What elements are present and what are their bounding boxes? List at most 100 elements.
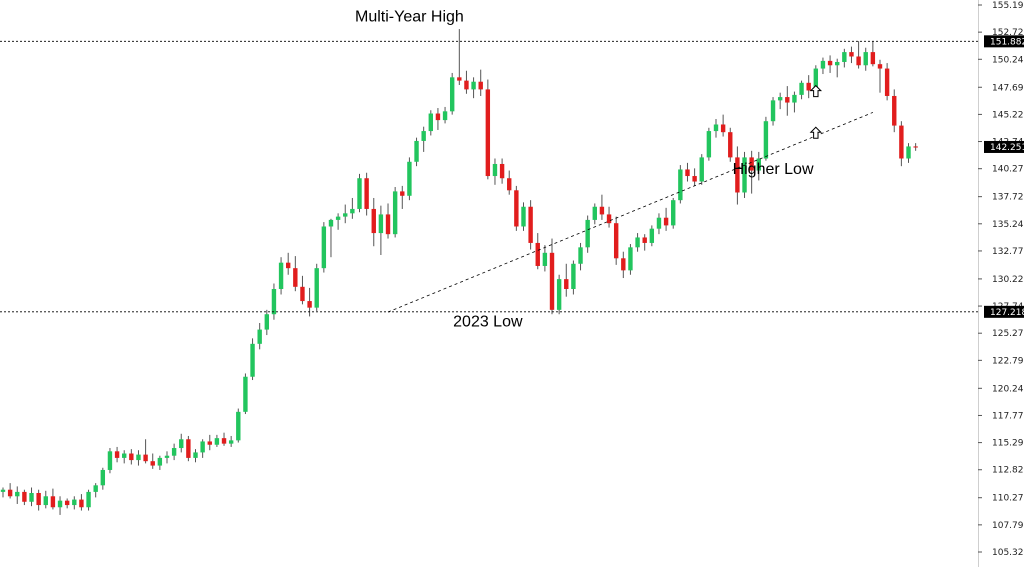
candle	[193, 449, 198, 463]
candle	[678, 165, 683, 204]
candle	[621, 251, 626, 279]
candle	[186, 435, 191, 462]
candle-body	[86, 491, 91, 508]
candle	[122, 450, 127, 464]
candle	[136, 450, 141, 466]
candle	[528, 200, 533, 250]
candle	[728, 127, 733, 162]
candle-body	[164, 455, 170, 458]
candle-body	[856, 56, 861, 66]
candle	[628, 244, 633, 275]
candle	[250, 338, 255, 381]
candle	[785, 86, 790, 116]
candle-body	[585, 219, 590, 248]
axis-tick-label: 130.220	[992, 275, 1024, 285]
candle	[57, 496, 63, 515]
candle	[293, 256, 298, 292]
candle	[856, 41, 861, 69]
candle-body	[642, 237, 647, 243]
candle	[371, 197, 376, 247]
axis-tick-label: 155.195	[992, 1, 1024, 11]
level-price-label: 127.218	[990, 308, 1024, 318]
candle-body	[64, 500, 70, 506]
axis-tick-label: 135.245	[992, 220, 1024, 230]
candle-body	[36, 492, 41, 506]
candle	[535, 233, 540, 270]
axis-tick-label: 105.320	[992, 548, 1024, 558]
candle	[0, 487, 6, 498]
2023-low-label: 2023 Low	[453, 313, 523, 330]
candle	[271, 283, 277, 320]
candle-body	[157, 457, 163, 466]
candle	[692, 168, 697, 186]
candle	[171, 443, 177, 461]
multi-year-high-label: Multi-Year High	[355, 8, 464, 25]
candle-body	[884, 68, 890, 96]
candle-body	[243, 376, 248, 412]
candle	[414, 137, 419, 167]
candle	[407, 157, 412, 201]
candle	[735, 146, 740, 205]
candle-body	[264, 314, 270, 330]
candle	[200, 439, 205, 458]
candle-body	[735, 157, 740, 193]
candle-body	[599, 206, 605, 215]
axis-tick-label: 115.295	[992, 439, 1024, 449]
candle	[763, 116, 769, 161]
candle-body	[656, 217, 662, 229]
candle	[578, 242, 583, 271]
candle-body	[699, 157, 704, 182]
candle-body	[350, 208, 355, 214]
candle	[877, 59, 883, 93]
candle-body	[257, 329, 262, 344]
candle-body	[50, 496, 56, 508]
candle	[471, 77, 476, 99]
candle	[906, 143, 911, 163]
candle	[157, 455, 163, 470]
candle-body	[22, 491, 27, 502]
candle-body	[328, 219, 334, 227]
candle-body	[421, 131, 426, 141]
candle-body	[471, 81, 476, 90]
candle-body	[214, 438, 220, 445]
candle-body	[378, 214, 384, 234]
candle-body	[692, 176, 697, 182]
candle	[43, 490, 48, 509]
candle-body	[906, 146, 911, 159]
candle	[820, 57, 826, 75]
candle-body	[307, 301, 312, 308]
candle	[799, 80, 804, 100]
candle-body	[357, 178, 362, 209]
axis-tick-label: 132.770	[992, 247, 1024, 257]
candle-body	[0, 489, 6, 492]
candle	[257, 323, 262, 350]
candle-body	[15, 491, 20, 497]
candle	[571, 260, 576, 295]
candle	[364, 172, 369, 216]
candle-body	[72, 499, 77, 506]
candle	[428, 110, 433, 136]
candle-body	[671, 200, 676, 226]
candle-body	[129, 453, 134, 461]
candle-body	[392, 191, 398, 235]
candle-body	[364, 178, 369, 209]
candle-body	[278, 262, 284, 290]
candle-body	[499, 163, 505, 179]
candle	[671, 197, 676, 229]
axis-tick-label: 140.270	[992, 165, 1024, 175]
candle	[720, 114, 726, 137]
candle	[164, 451, 170, 464]
candle-body	[43, 496, 48, 506]
candle-body	[435, 113, 441, 121]
candle-body	[186, 439, 191, 458]
candle-body	[136, 454, 141, 461]
trendline-layer	[387, 112, 874, 313]
candle	[29, 487, 34, 507]
axis-tick-label: 150.245	[992, 55, 1024, 65]
candle	[264, 309, 270, 336]
candle	[514, 185, 519, 231]
candle-body	[720, 124, 726, 133]
candle-body	[556, 279, 562, 310]
candle-body	[200, 441, 205, 453]
candle	[806, 75, 811, 99]
